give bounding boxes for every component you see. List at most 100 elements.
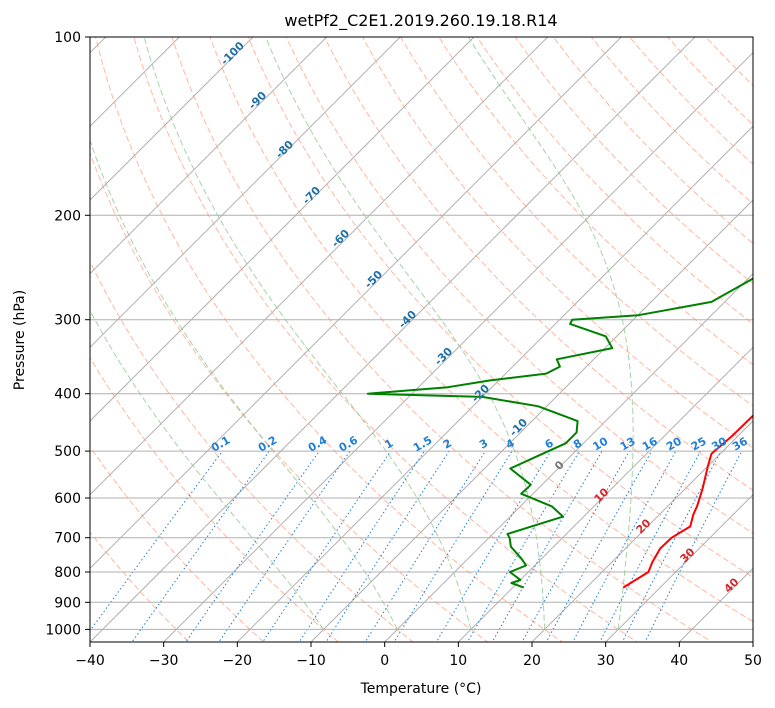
- dry-adiabat-line: [323, 37, 753, 491]
- isotherm-value-label: -70: [300, 184, 323, 207]
- plot-area: 0.1 0.2 0.4 0.6 1 1.5 2 3 4 6 8 10 13 16 20 25 30 36-100-…: [90, 37, 753, 642]
- chart-title: wetPf2_C2E1.2019.260.19.18.R14: [284, 11, 557, 31]
- dry-adiabat-line: [171, 37, 713, 642]
- x-tick-label: 10: [449, 653, 467, 669]
- dry-adiabat-line: [90, 531, 190, 642]
- isotherm-line: [90, 37, 696, 642]
- mixing-ratio-line: [298, 450, 425, 642]
- mixing-ratio-line: [435, 450, 552, 642]
- isotherm-line: [163, 51, 753, 642]
- isotherm-line: [310, 199, 753, 642]
- isotherm-value-label: -20: [469, 382, 492, 405]
- mixing-ratio-label: 3: [477, 437, 490, 452]
- mixing-ratio-line: [131, 450, 270, 642]
- moist-adiabat-line: [143, 37, 472, 630]
- isotherm-value-label: 0: [552, 458, 567, 473]
- dry-adiabat-line: [285, 37, 753, 535]
- mixing-ratio-line: [393, 450, 513, 642]
- moist-adiabat-line: [265, 37, 546, 630]
- y-tick-label: 600: [54, 491, 81, 507]
- mixing-ratio-line: [90, 450, 223, 632]
- isotherm-line: [90, 37, 622, 570]
- dry-adiabat-line: [552, 37, 753, 245]
- y-axis-label: Pressure (hPa): [12, 290, 28, 390]
- dry-adiabat-line: [90, 445, 265, 642]
- isotherm-value-label: -90: [246, 89, 269, 112]
- isotherm-value-label: -80: [273, 138, 296, 161]
- isotherm-line: [752, 641, 753, 642]
- isotherm-line: [90, 37, 475, 422]
- sounding-traces: [366, 277, 753, 589]
- dry-adiabat-line: [90, 151, 489, 642]
- x-axis-ticks: −40 −30 −20 −10 0 10 20 30 40 50: [75, 642, 762, 669]
- isotherm-value-label: -100: [218, 39, 247, 68]
- dry-adiabat-line: [95, 37, 564, 642]
- isotherm-value-label: 10: [592, 485, 612, 505]
- isotherm-line: [384, 272, 753, 642]
- x-tick-label: −40: [75, 653, 105, 669]
- dry-adiabat-line: [362, 37, 753, 449]
- moist-adiabat-line: [90, 138, 398, 630]
- y-tick-label: 1000: [45, 622, 81, 638]
- isotherm-line: [236, 125, 753, 642]
- plot-frame: [89, 36, 754, 643]
- isotherm-value-label: 30: [678, 545, 698, 565]
- y-tick-label: 300: [54, 313, 81, 329]
- mixing-ratio-label: 2: [441, 437, 454, 452]
- isotherm-line: [457, 346, 753, 642]
- moist-adiabat-line: [467, 37, 634, 630]
- dry-adiabat-line: [438, 37, 753, 366]
- mixing-ratio-line: [325, 450, 450, 642]
- x-tick-label: 30: [597, 653, 615, 669]
- x-tick-label: −10: [296, 653, 326, 669]
- dry-adiabat-line: [400, 37, 753, 407]
- x-tick-label: 0: [380, 653, 389, 669]
- dry-adiabat-lines: [90, 37, 753, 642]
- mixing-ratio-line: [185, 450, 320, 642]
- moist-adiabat-line: [90, 309, 325, 630]
- dry-adiabat-line: [247, 37, 753, 578]
- isotherm-line: [90, 37, 549, 496]
- isotherm-line: [90, 37, 328, 275]
- mixing-ratio-line: [466, 450, 580, 642]
- pressure-grid-lines: [90, 37, 753, 630]
- isotherm-value-label: 20: [634, 516, 654, 536]
- x-axis-label: Temperature (°C): [360, 681, 482, 697]
- isotherm-value-label: 40: [722, 575, 742, 595]
- isotherm-lines: [90, 37, 753, 642]
- temperature-trace: [622, 414, 753, 589]
- x-tick-label: 20: [523, 653, 541, 669]
- isotherm-line: [605, 493, 753, 642]
- y-tick-label: 400: [54, 387, 81, 403]
- dry-adiabat-line: [705, 37, 753, 87]
- x-tick-label: 50: [744, 653, 762, 669]
- moist-adiabat-lines: [90, 37, 634, 630]
- isotherm-value-label: -50: [362, 268, 385, 291]
- x-tick-label: 40: [670, 653, 688, 669]
- isotherm-line: [90, 37, 254, 201]
- isotherm-value-label: -30: [432, 345, 455, 368]
- y-tick-label: 700: [54, 531, 81, 547]
- y-tick-label: 900: [54, 595, 81, 611]
- isotherm-value-label: -40: [396, 308, 419, 331]
- mixing-ratio-line: [262, 450, 392, 642]
- contour-labels: 0.1 0.2 0.4 0.6 1 1.5 2 3 4 6 8 10 13 16 20 25 30 36-100-…: [209, 39, 750, 596]
- y-tick-label: 100: [54, 30, 81, 46]
- y-tick-label: 500: [54, 444, 81, 460]
- isotherm-line: [531, 420, 753, 642]
- dewpoint-trace: [366, 277, 753, 589]
- dry-adiabat-line: [514, 37, 753, 285]
- dry-adiabat-line: [133, 37, 638, 642]
- y-tick-label: 800: [54, 565, 81, 581]
- y-tick-label: 200: [54, 208, 81, 224]
- x-tick-label: −20: [223, 653, 253, 669]
- x-tick-label: −30: [149, 653, 179, 669]
- dry-adiabat-line: [90, 260, 414, 642]
- isotherm-value-label: -60: [329, 227, 352, 250]
- y-axis-ticks: 100 200 300 400 500 600 700 800 900 1000: [45, 30, 90, 638]
- isotherm-line: [90, 37, 401, 349]
- dry-adiabat-line: [90, 356, 339, 642]
- isotherm-value-label: -10: [507, 416, 530, 439]
- mixing-ratio-line: [545, 450, 653, 642]
